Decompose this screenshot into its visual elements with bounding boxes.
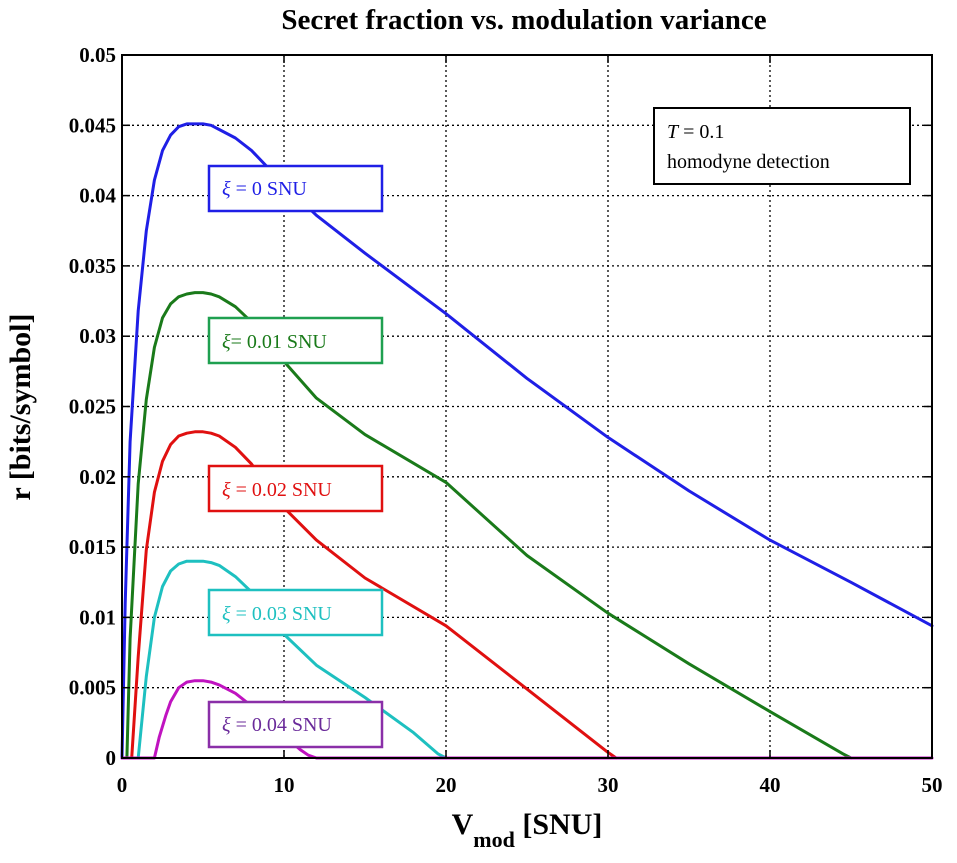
series-label-1-sym: ξ bbox=[222, 331, 231, 353]
y-tick-label: 0.04 bbox=[79, 184, 116, 208]
svg-text:ξ= 0.01 SNU: ξ= 0.01 SNU bbox=[222, 331, 327, 353]
x-tick-label: 10 bbox=[274, 773, 295, 797]
series-label-3-sym: ξ bbox=[222, 603, 231, 625]
x-tick-label: 0 bbox=[117, 773, 128, 797]
y-tick-label: 0.03 bbox=[79, 324, 116, 348]
series-label-3-box bbox=[207, 588, 384, 637]
x-axis-label-sub: mod bbox=[473, 827, 515, 852]
series-label-2-text: = 0.02 SNU bbox=[231, 479, 333, 501]
y-tick-label: 0.005 bbox=[69, 676, 116, 700]
series-lines bbox=[120, 122, 934, 760]
x-tick-label: 30 bbox=[598, 773, 619, 797]
x-axis-label: Vmod [SNU] bbox=[452, 808, 603, 852]
series-label-3: ξ = 0.03 SNU bbox=[207, 588, 384, 637]
svg-text:ξ = 0 SNU: ξ = 0 SNU bbox=[222, 178, 307, 200]
annotation-line1: = 0.1 bbox=[678, 121, 724, 143]
series-label-0: ξ = 0 SNU bbox=[207, 164, 384, 213]
series-label-1-box bbox=[207, 316, 384, 365]
series-label-3-text: = 0.03 SNU bbox=[231, 603, 333, 625]
x-tick-label: 20 bbox=[436, 773, 457, 797]
series-label-0-sym: ξ bbox=[222, 178, 231, 200]
series-line-2 bbox=[130, 430, 618, 760]
annotation-frame bbox=[653, 107, 911, 185]
x-tick-label: 50 bbox=[922, 773, 943, 797]
annotation-box: T = 0.1 homodyne detection bbox=[653, 107, 911, 185]
y-tick-label: 0.05 bbox=[79, 43, 116, 67]
x-axis-label-main: V bbox=[452, 808, 474, 841]
x-axis-label-unit: [SNU] bbox=[515, 808, 603, 841]
series-line-4 bbox=[120, 679, 934, 760]
axis-ticks: 0 10 20 30 40 50 0 0.005 0.01 0.015 0.02 0.025 0.03 0… bbox=[69, 43, 943, 797]
series-label-4-box bbox=[207, 700, 384, 749]
y-tick-label: 0.015 bbox=[69, 535, 116, 559]
y-tick-label: 0.035 bbox=[69, 254, 116, 278]
series-label-2-sym: ξ bbox=[222, 479, 231, 501]
x-tick-label: 40 bbox=[760, 773, 781, 797]
y-tick-label: 0.02 bbox=[79, 465, 116, 489]
y-tick-label: 0.025 bbox=[69, 395, 116, 419]
series-label-0-text: = 0 SNU bbox=[231, 178, 308, 200]
series-label-0-box bbox=[207, 164, 384, 213]
y-tick-label: 0 bbox=[106, 746, 117, 770]
annotation-symbol: T bbox=[667, 121, 680, 143]
svg-text:ξ = 0.02 SNU: ξ = 0.02 SNU bbox=[222, 479, 332, 501]
svg-text:T = 0.1: T = 0.1 bbox=[667, 121, 724, 143]
series-line-1 bbox=[125, 291, 853, 760]
y-axis-label: r [bits/symbol] bbox=[4, 314, 37, 501]
chart-title: Secret fraction vs. modulation variance bbox=[281, 4, 766, 36]
series-label-1: ξ= 0.01 SNU bbox=[207, 316, 384, 365]
y-tick-label: 0.01 bbox=[79, 605, 116, 629]
svg-text:ξ = 0.03 SNU: ξ = 0.03 SNU bbox=[222, 603, 332, 625]
series-label-2-box bbox=[207, 464, 384, 513]
series-line-0 bbox=[120, 122, 934, 760]
series-labels: ξ = 0 SNU ξ= 0.01 SNU ξ = 0.02 SNU ξ = 0… bbox=[207, 164, 384, 749]
annotation-line2: homodyne detection bbox=[667, 151, 830, 173]
series-label-2: ξ = 0.02 SNU bbox=[207, 464, 384, 513]
y-tick-label: 0.045 bbox=[69, 113, 116, 137]
series-label-4: ξ = 0.04 SNU bbox=[207, 700, 384, 749]
series-label-4-sym: ξ bbox=[222, 714, 231, 736]
series-label-4-text: = 0.04 SNU bbox=[231, 714, 333, 736]
series-line-3 bbox=[136, 559, 448, 760]
series-label-1-text: = 0.01 SNU bbox=[231, 331, 328, 353]
svg-text:ξ = 0.04 SNU: ξ = 0.04 SNU bbox=[222, 714, 332, 736]
